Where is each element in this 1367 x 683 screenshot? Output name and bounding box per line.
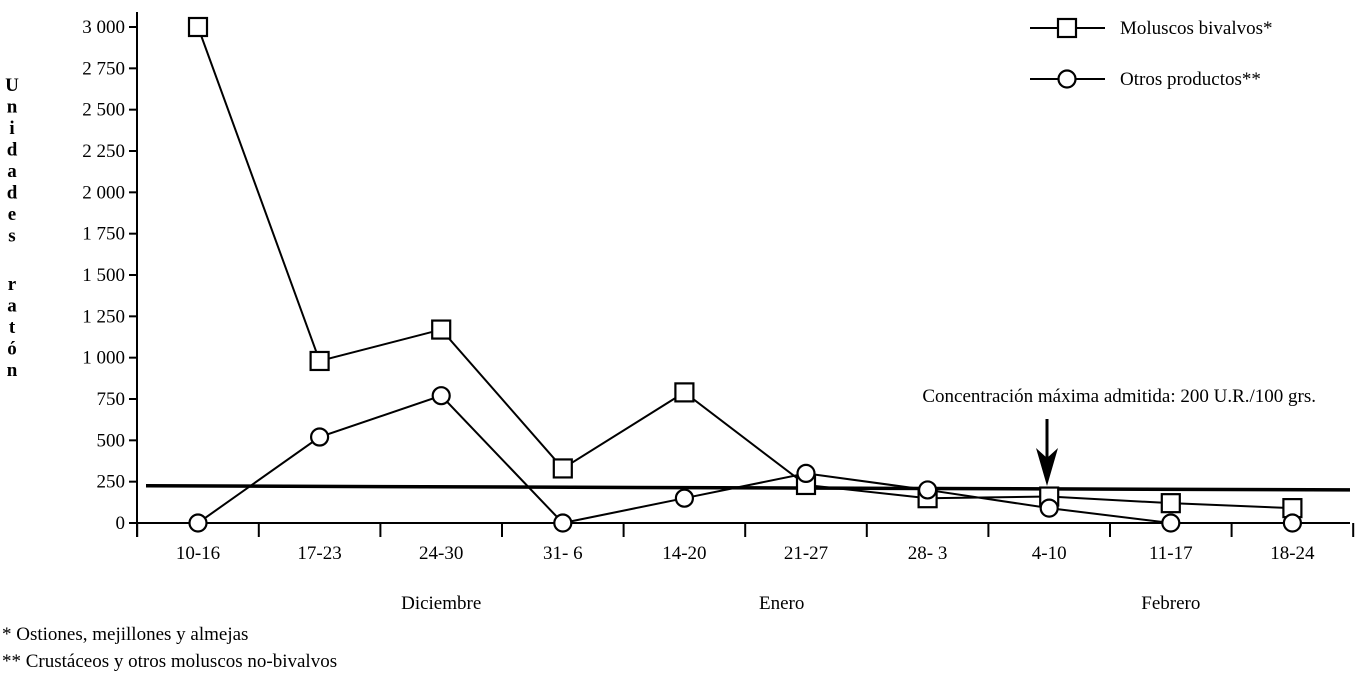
- x-tick-label: 14-20: [662, 543, 706, 564]
- y-axis-label-letter: t: [9, 317, 16, 338]
- x-tick-label: 10-16: [176, 543, 220, 564]
- series-line-circle: [198, 396, 1292, 523]
- data-point-circle: [798, 465, 815, 482]
- x-tick-label: 28- 3: [908, 543, 948, 564]
- legend-label: Moluscos bivalvos*: [1120, 18, 1273, 39]
- y-axis-label-letter: n: [7, 360, 18, 381]
- data-point-square: [189, 18, 207, 36]
- data-point-square: [1162, 494, 1180, 512]
- y-tick-label: 750: [97, 389, 126, 410]
- y-tick-label: 1 750: [82, 224, 125, 245]
- data-point-square: [432, 321, 450, 339]
- y-tick-label: 0: [116, 513, 126, 534]
- data-point-circle: [190, 515, 207, 532]
- x-tick-label: 18-24: [1270, 543, 1315, 564]
- reference-line-label: Concentración máxima admitida: 200 U.R./…: [922, 386, 1316, 407]
- data-point-circle: [554, 515, 571, 532]
- footnote-bivalvos: * Ostiones, mejillones y almejas: [2, 624, 248, 646]
- month-label: Febrero: [1141, 593, 1200, 614]
- y-axis-label-letter: a: [7, 161, 17, 182]
- data-point-circle: [311, 429, 328, 446]
- y-axis: 0 250 500 750 1 000 1 250 1 500 1 750 2 000 2 250…: [82, 12, 137, 537]
- data-point-circle: [1162, 515, 1179, 532]
- x-tick-label: 4-10: [1032, 543, 1067, 564]
- y-axis-label-letter: e: [8, 204, 16, 225]
- x-tick-label: 21-27: [784, 543, 828, 564]
- y-axis-label-letter: ó: [7, 339, 17, 360]
- x-tick-label: 17-23: [297, 543, 341, 564]
- data-point-circle: [1041, 500, 1058, 517]
- y-axis-label-letter: i: [9, 118, 14, 139]
- x-axis: 10-16 17-23 24-30 31- 6 14-20 21-27 28- 3 4-10 1…: [137, 523, 1353, 614]
- data-point-square: [311, 352, 329, 370]
- y-axis-label-letter: n: [7, 97, 18, 118]
- y-axis-label-letter: s: [8, 226, 15, 247]
- data-point-circle: [1059, 71, 1076, 88]
- month-label: Enero: [759, 593, 804, 614]
- y-tick-label: 1 250: [82, 306, 125, 327]
- y-axis-label-letter: a: [7, 296, 17, 317]
- data-point-circle: [433, 387, 450, 404]
- x-tick-label: 11-17: [1149, 543, 1193, 564]
- data-point-circle: [919, 481, 936, 498]
- y-tick-label: 2 250: [82, 141, 125, 162]
- footnote-otros: ** Crustáceos y otros moluscos no-bivalv…: [2, 651, 337, 673]
- y-tick-label: 500: [97, 430, 126, 451]
- data-point-circle: [676, 490, 693, 507]
- data-point-square: [1058, 19, 1076, 37]
- y-axis-label-letter: r: [8, 274, 17, 295]
- reference-line: [146, 486, 1350, 490]
- data-point-square: [675, 383, 693, 401]
- month-label: Diciembre: [401, 593, 481, 614]
- y-tick-label: 250: [97, 472, 126, 493]
- y-tick-label: 3 000: [82, 17, 125, 38]
- legend-label: Otros productos**: [1120, 69, 1261, 90]
- y-tick-label: 2 750: [82, 58, 125, 79]
- y-axis-label-letter: d: [7, 183, 18, 204]
- y-axis-label-letter: U: [5, 75, 19, 96]
- y-axis-label-letter: d: [7, 140, 18, 161]
- y-tick-label: 2 500: [82, 100, 125, 121]
- series-group: [189, 18, 1301, 532]
- y-tick-label: 2 000: [82, 182, 125, 203]
- x-tick-label: 31- 6: [543, 543, 583, 564]
- data-point-circle: [1284, 515, 1301, 532]
- x-tick-label: 24-30: [419, 543, 463, 564]
- series-line-square: [198, 27, 1292, 508]
- y-tick-label: 1 500: [82, 265, 125, 286]
- data-point-square: [554, 459, 572, 477]
- y-tick-label: 1 000: [82, 348, 125, 369]
- legend: Moluscos bivalvos* Otros productos**: [1030, 18, 1273, 90]
